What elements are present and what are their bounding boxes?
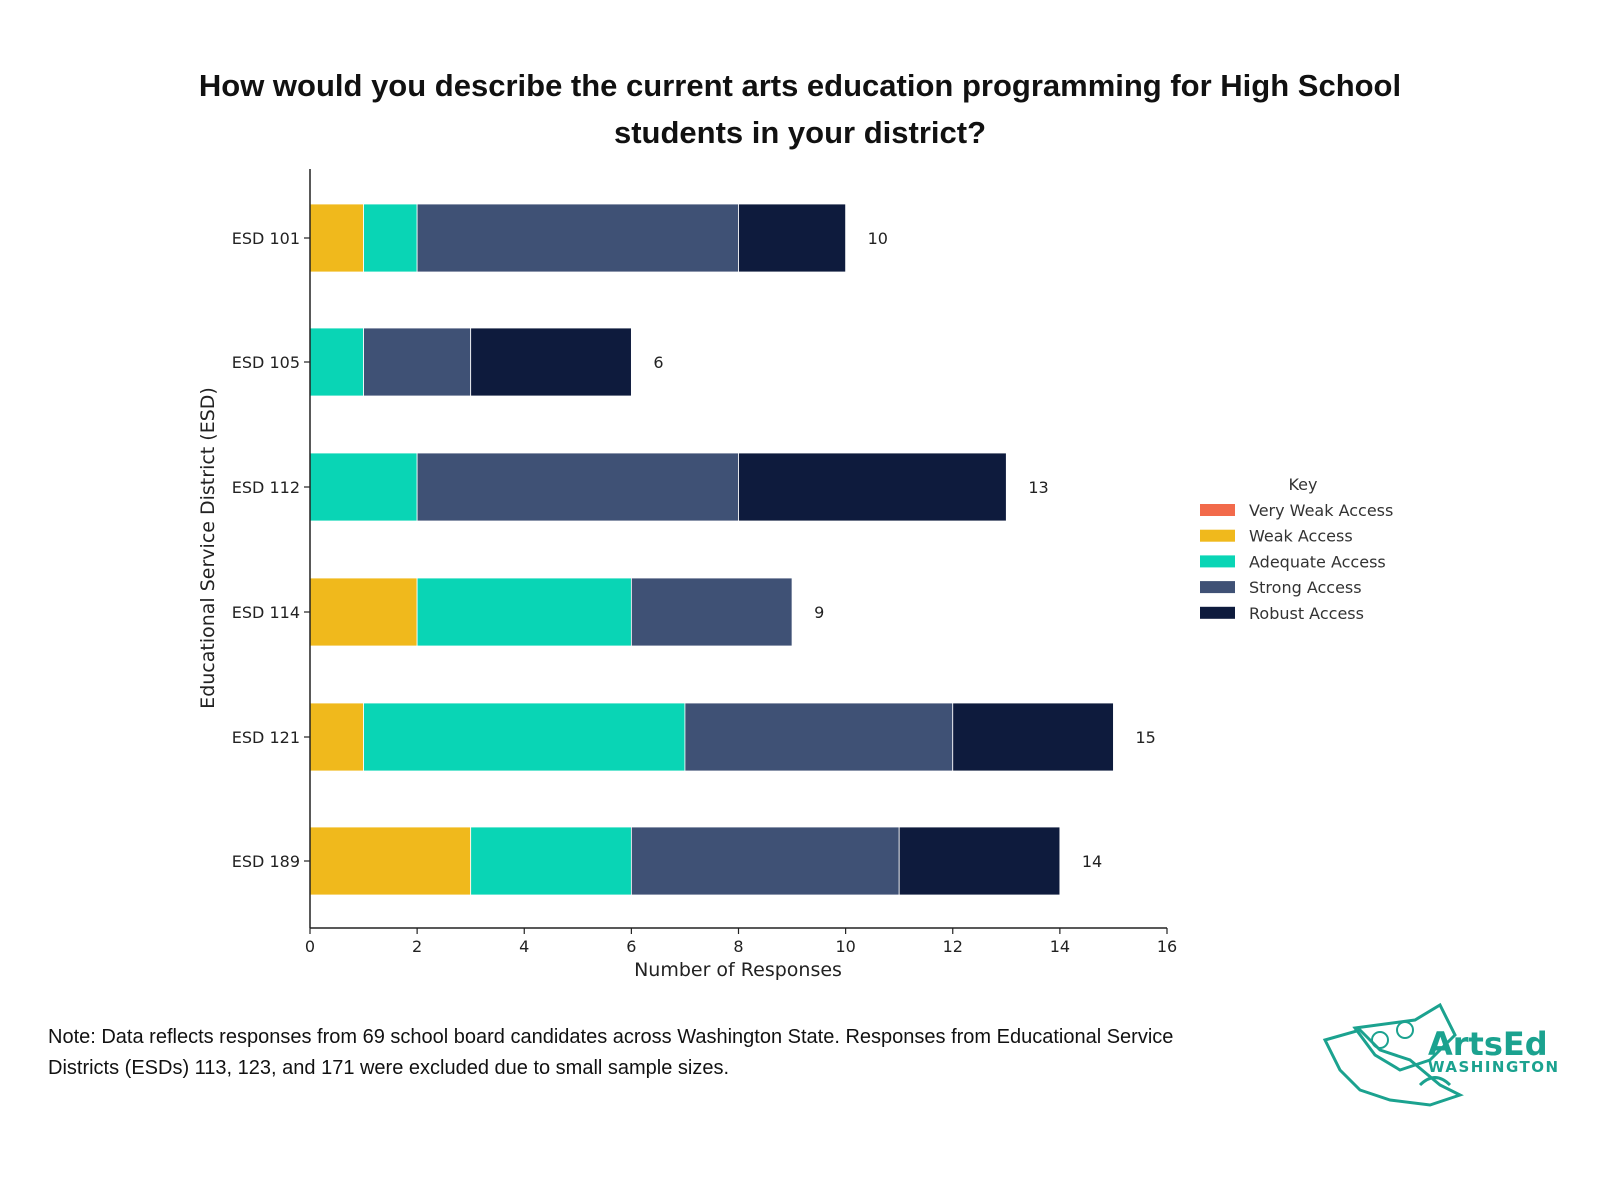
x-axis-label: Number of Responses [634,959,842,981]
bar-total-label: 14 [1082,852,1102,871]
logo-text-artsed: ArtsEd [1428,1025,1548,1063]
legend-swatch [1200,529,1235,542]
bar-segment [470,327,632,397]
bar-segment [309,327,364,397]
bar-segment [309,826,472,896]
legend-swatch [1200,606,1235,619]
bar-segment [416,203,739,273]
logo-text-washington: WASHINGTON [1428,1058,1560,1076]
bar-segment [309,452,418,522]
bar-segment [630,577,793,647]
x-tick-label: 10 [835,937,855,956]
x-tick-label: 6 [626,937,636,956]
bar-segment [684,702,954,772]
x-tick-label: 16 [1157,937,1177,956]
legend-title: Key [1288,475,1317,494]
legend-swatch [1200,555,1235,568]
y-tick-label: ESD 101 [232,229,300,248]
bar-segment [630,826,900,896]
bar-segment [952,702,1114,772]
bars-group: 10 6 13 9 15 14 [309,203,1156,896]
legend: Key Very Weak Access Weak Access Adequate A… [1200,475,1393,623]
y-tick-label: ESD 189 [232,852,300,871]
bar-segment [309,577,418,647]
legend-swatch [1200,504,1235,516]
bar-segment [416,452,739,522]
x-tick-label: 4 [519,937,529,956]
footnote: Note: Data reflects responses from 69 sc… [48,1026,1174,1079]
bar-segment [738,452,1007,522]
legend-label: Robust Access [1249,604,1364,623]
axes-group: ESD 101 ESD 105 ESD 112 ESD 114 ESD 121 ESD 1… [232,169,1177,956]
bar-segment [309,203,364,273]
chart-title-text: How would you describe the current arts … [198,68,1402,150]
y-axis-label: Educational Service District (ESD) [197,387,219,709]
y-tick-label: ESD 114 [232,603,300,622]
bar-segment [898,826,1061,896]
x-tick-label: 0 [305,937,315,956]
legend-label: Very Weak Access [1249,501,1393,520]
legend-swatch [1200,581,1235,594]
bar-total-label: 6 [653,353,663,372]
bar-total-label: 15 [1135,728,1155,747]
legend-label: Strong Access [1249,578,1362,597]
bar-segment [416,577,632,647]
x-tick-label: 14 [1050,937,1070,956]
bar-segment [309,702,364,772]
y-tick-label: ESD 105 [232,353,300,372]
bar-total-label: 13 [1028,478,1048,497]
bar-total-label: 10 [868,229,888,248]
bar-segment [363,203,418,273]
x-tick-label: 2 [412,937,422,956]
bar-segment [738,203,847,273]
bar-segment [470,826,632,896]
y-tick-label: ESD 112 [232,478,300,497]
legend-label: Adequate Access [1249,552,1386,571]
artsed-washington-logo: ArtsEd WASHINGTON [1322,1002,1560,1107]
x-tick-label: 8 [733,937,743,956]
y-tick-label: ESD 121 [232,728,300,747]
x-tick-label: 12 [943,937,963,956]
chart-title: How would you describe the current arts … [0,62,1600,156]
legend-label: Weak Access [1249,527,1353,546]
bar-segment [363,327,472,397]
bar-segment [363,702,686,772]
bar-total-label: 9 [814,603,824,622]
